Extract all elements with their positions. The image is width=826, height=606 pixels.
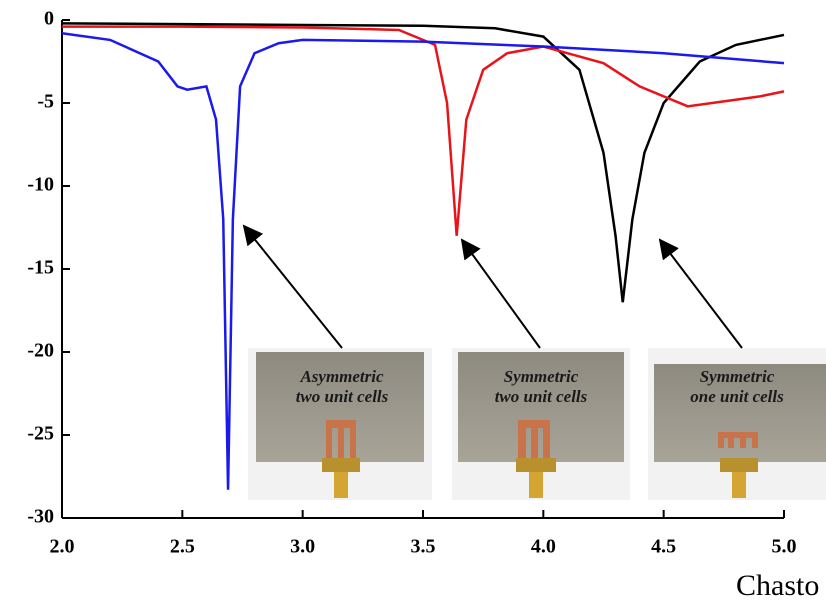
photo-caption: two unit cells [495, 387, 588, 406]
y-tick-label: -15 [27, 257, 54, 279]
photo-caption: two unit cells [296, 387, 389, 406]
x-tick-label: 5.0 [772, 536, 797, 558]
series-line [62, 27, 784, 236]
chart: Chasto 0 -5 -10 -15 -20 -25 -30 2.0 2.5 3.0 3.5 4.0… [0, 0, 826, 606]
photo-caption: Symmetric [700, 367, 775, 386]
x-tick-label: 3.0 [290, 536, 315, 558]
y-tick-label: -30 [27, 506, 54, 528]
photo-caption: Symmetric [504, 367, 579, 386]
y-tick-label: -10 [27, 174, 54, 196]
x-tick-label: 4.0 [531, 536, 556, 558]
x-tick-label: 2.5 [170, 536, 195, 558]
footer: Chasto [736, 569, 819, 602]
x-tick-label: 4.5 [651, 536, 676, 558]
photo-caption: one unit cells [690, 387, 784, 406]
y-tick-label: -20 [27, 340, 54, 362]
photo-caption: Asymmetric [299, 367, 384, 386]
x-tick-label: 3.5 [411, 536, 436, 558]
arrows [244, 226, 742, 348]
y-tick-label: 0 [44, 8, 54, 30]
y-tick-label: -5 [37, 91, 54, 113]
y-tick-label: -25 [27, 423, 54, 445]
x-tick-label: 2.0 [50, 536, 75, 558]
